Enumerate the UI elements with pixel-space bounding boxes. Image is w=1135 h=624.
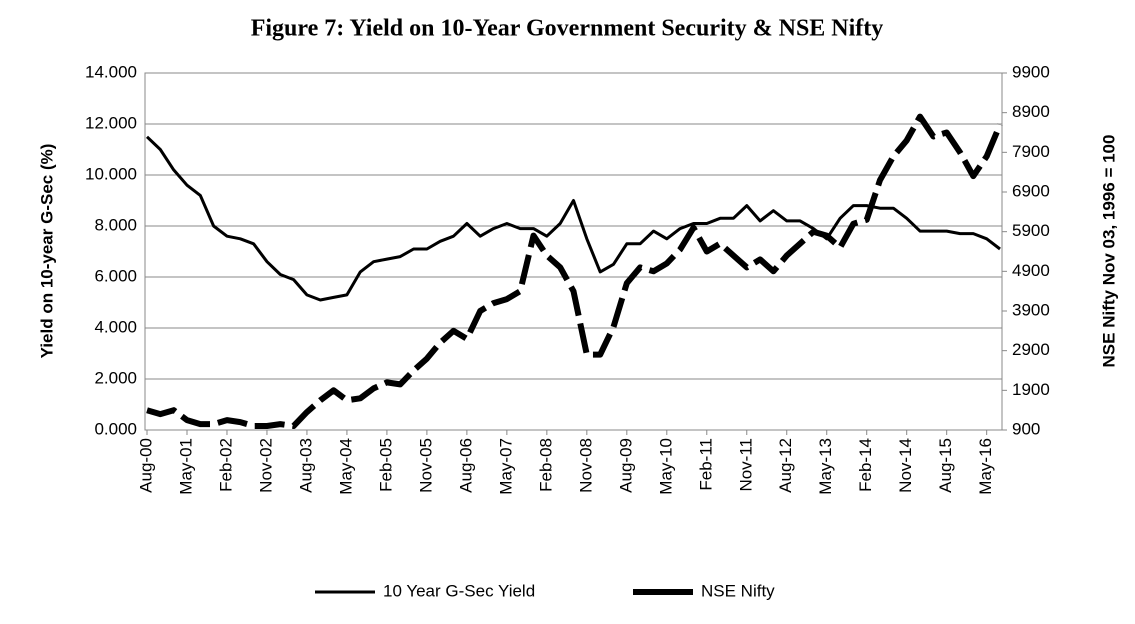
x-tick-label: Feb-08 (536, 438, 555, 492)
x-tick-label: Aug-12 (776, 438, 795, 493)
x-tick-label: May-07 (496, 438, 515, 495)
x-tick-label: Nov-08 (576, 438, 595, 493)
y-tick-label: 4.000 (94, 317, 137, 336)
x-tick-label: Aug-00 (136, 438, 155, 493)
y2-tick-label: 6900 (1012, 181, 1050, 200)
plot-frame (144, 72, 1003, 431)
y2-tick-label: 3900 (1012, 300, 1050, 319)
y-tick-label: 6.000 (94, 266, 137, 285)
y2-tick-label: 9900 (1012, 62, 1050, 81)
x-tick-label: Feb-02 (216, 438, 235, 492)
chart-title: Figure 7: Yield on 10-Year Government Se… (251, 16, 884, 42)
x-tick-label: May-04 (336, 438, 355, 495)
y-tick-label: 8.000 (94, 215, 137, 234)
y2-tick-label: 4900 (1012, 261, 1050, 280)
legend-label: 10 Year G-Sec Yield (383, 581, 535, 600)
y-axis-title: Yield on 10-year G-Sec (%) (37, 144, 56, 359)
y-tick-label: 10.000 (85, 164, 137, 183)
x-tick-label: Aug-03 (296, 438, 315, 493)
data-line (145, 135, 1001, 302)
y2-tick-label: 1900 (1012, 380, 1050, 399)
x-tick-label: Nov-05 (416, 438, 435, 493)
x-tick-label: Aug-09 (616, 438, 635, 493)
y2-tick-label: 900 (1012, 419, 1040, 438)
x-tick-label: May-13 (816, 438, 835, 495)
x-tick-label: May-01 (176, 438, 195, 495)
x-tick-label: Feb-11 (696, 438, 715, 491)
y-tick-label: 14.000 (85, 62, 137, 81)
y2-axis-title: NSE Nifty Nov 03, 1996 = 100 (1099, 135, 1118, 368)
x-tick-label: Nov-11 (736, 438, 755, 492)
legend-label: NSE Nifty (701, 581, 775, 600)
x-tick-label: May-16 (976, 438, 995, 495)
y2-tick-label: 2900 (1012, 340, 1050, 359)
x-tick-label: Nov-14 (896, 438, 915, 493)
x-tick-label: Nov-02 (256, 438, 275, 493)
x-tick-label: Aug-15 (936, 438, 955, 493)
y2-tick-label: 7900 (1012, 142, 1050, 161)
x-tick-label: Aug-06 (456, 438, 475, 493)
y-tick-label: 0.000 (94, 419, 137, 438)
y2-tick-label: 8900 (1012, 102, 1050, 121)
x-tick-label: May-10 (656, 438, 675, 495)
data-line (146, 113, 1003, 429)
y2-tick-label: 5900 (1012, 221, 1050, 240)
y-tick-label: 12.000 (85, 113, 137, 132)
x-tick-label: Feb-14 (856, 438, 875, 492)
y-tick-label: 2.000 (94, 368, 137, 387)
x-tick-label: Feb-05 (376, 438, 395, 492)
